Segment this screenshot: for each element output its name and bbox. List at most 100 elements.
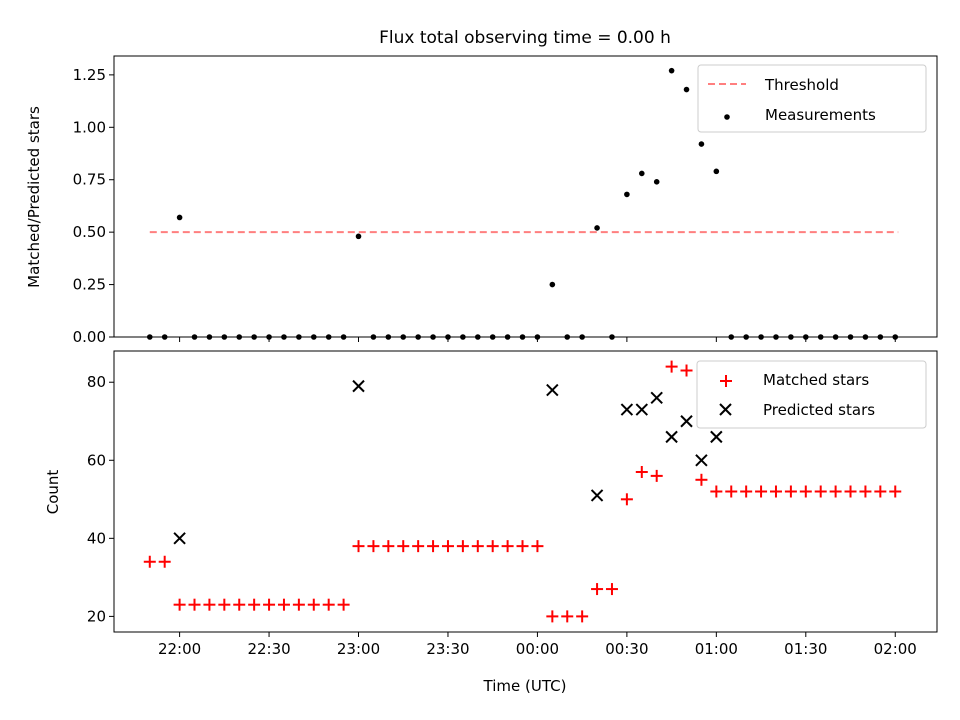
- predicted-stars-point: [590, 489, 604, 502]
- y-tick-label: 20: [87, 607, 106, 625]
- ratio-plot-area: 0.00 0.25 0.50 0.75 1.00 1.25: [73, 66, 899, 346]
- matched-stars-point: [635, 465, 648, 478]
- matched-stars-point: [173, 598, 186, 611]
- x-axis-label: Time (UTC): [483, 677, 567, 695]
- matched-stars-point: [188, 598, 201, 611]
- measurement-point: [698, 141, 705, 147]
- measurement-point: [594, 225, 600, 231]
- measurement-point: [549, 281, 556, 288]
- x-stroke-b: [665, 430, 678, 444]
- measurement-point: [668, 67, 675, 74]
- predicted-stars-point: [173, 532, 186, 545]
- matched-stars-point: [650, 469, 663, 482]
- matched-stars-point: [412, 540, 425, 553]
- matched-stars-point: [248, 598, 261, 611]
- matched-stars-point: [576, 610, 589, 623]
- y-tick-label: 60: [87, 451, 106, 469]
- x-tick-label: 23:30: [426, 640, 469, 658]
- matched-stars-point: [695, 473, 708, 486]
- ratio-axes-frame: [113, 55, 938, 338]
- predicted-legend-label: Predicted stars: [763, 401, 875, 419]
- x-tick-label: 01:30: [784, 640, 827, 658]
- matched-stars-point: [844, 485, 857, 498]
- matched-stars-point: [561, 610, 574, 623]
- y-tick-label: 0.00: [73, 328, 106, 346]
- matched-stars-point: [263, 598, 276, 611]
- matched-stars-point: [397, 540, 410, 553]
- x-tick-label: 22:30: [247, 640, 290, 658]
- x-tick-label: 02:00: [874, 640, 917, 658]
- matched-stars-point: [427, 540, 440, 553]
- x-tick-label: 00:30: [605, 640, 648, 658]
- count-panel: 22:00 22:30 23:00 23:30 00:00 00:30 01:00 01:30…: [44, 350, 938, 695]
- measurement-point: [683, 86, 690, 93]
- predicted-stars-point: [635, 403, 649, 416]
- count-legend: Matched stars Predicted stars: [696, 360, 927, 429]
- predicted-stars-point: [680, 415, 693, 428]
- matched-stars-point: [486, 540, 499, 553]
- matched-stars-point: [755, 485, 768, 498]
- x-stroke-b: [546, 383, 559, 397]
- matched-stars-point: [889, 485, 902, 498]
- predicted-stars-point: [546, 383, 559, 397]
- x-stroke-b: [635, 403, 649, 416]
- matched-stars-point: [874, 485, 887, 498]
- x-stroke-b: [695, 454, 708, 467]
- matched-stars-point: [740, 485, 753, 498]
- matched-stars-point: [203, 598, 216, 611]
- matched-stars-point: [605, 583, 618, 596]
- matched-stars-point: [218, 598, 231, 611]
- matched-stars-point: [233, 598, 246, 611]
- y-tick-label: 1.00: [73, 118, 106, 136]
- measurement-point: [713, 168, 720, 175]
- predicted-stars-point: [352, 379, 365, 393]
- matched-stars-point: [307, 598, 320, 611]
- count-y-axis-label: Count: [44, 470, 62, 515]
- y-tick-label: 0.25: [73, 276, 106, 294]
- matched-stars-point: [277, 598, 290, 611]
- x-tick-label: 22:00: [158, 640, 201, 658]
- x-tick-label: 23:00: [337, 640, 380, 658]
- matched-stars-point: [799, 485, 812, 498]
- matched-stars-point: [456, 540, 469, 553]
- matched-stars-point: [143, 555, 156, 568]
- y-tick-label: 1.25: [73, 66, 106, 84]
- measurement-point: [355, 233, 362, 240]
- matched-stars-point: [367, 540, 380, 553]
- matched-stars-point: [516, 540, 529, 553]
- predicted-stars-point: [650, 391, 663, 405]
- matched-stars-point: [382, 540, 395, 553]
- x-stroke-b: [710, 430, 723, 444]
- x-stroke-b: [590, 489, 604, 502]
- matched-stars-point: [591, 583, 604, 596]
- y-tick-label: 0.75: [73, 171, 106, 189]
- matched-stars-point: [531, 540, 544, 553]
- x-stroke-b: [650, 391, 663, 405]
- matched-stars-point: [352, 540, 365, 553]
- measurement-point: [653, 179, 660, 185]
- y-tick-label: 0.50: [73, 223, 106, 241]
- chart-title: Flux total observing time = 0.00 h: [379, 28, 671, 48]
- measurement-point: [638, 170, 645, 177]
- matched-stars-point: [337, 598, 350, 611]
- count-plot-area: 22:00 22:30 23:00 23:30 00:00 00:30 01:00 01:30…: [87, 360, 917, 658]
- x-tick-label: 00:00: [516, 640, 559, 658]
- threshold-legend-label: Threshold: [764, 76, 839, 94]
- ratio-legend-box: [697, 64, 927, 133]
- x-tick-label: 01:00: [695, 640, 738, 658]
- predicted-stars-point: [620, 403, 634, 416]
- predicted-stars-point: [695, 454, 708, 467]
- matched-stars-point: [829, 485, 842, 498]
- x-stroke-b: [173, 532, 186, 545]
- matched-stars-point: [769, 485, 782, 498]
- matched-stars-point: [665, 360, 678, 373]
- ratio-legend: Threshold Measurements: [697, 64, 927, 133]
- count-legend-box: [696, 360, 927, 429]
- matched-stars-point: [710, 485, 723, 498]
- measurements-legend-swatch: [724, 114, 730, 120]
- matched-stars-point: [859, 485, 872, 498]
- matched-stars-point: [620, 493, 633, 506]
- predicted-stars-point: [665, 430, 678, 444]
- matched-legend-swatch: [720, 375, 732, 387]
